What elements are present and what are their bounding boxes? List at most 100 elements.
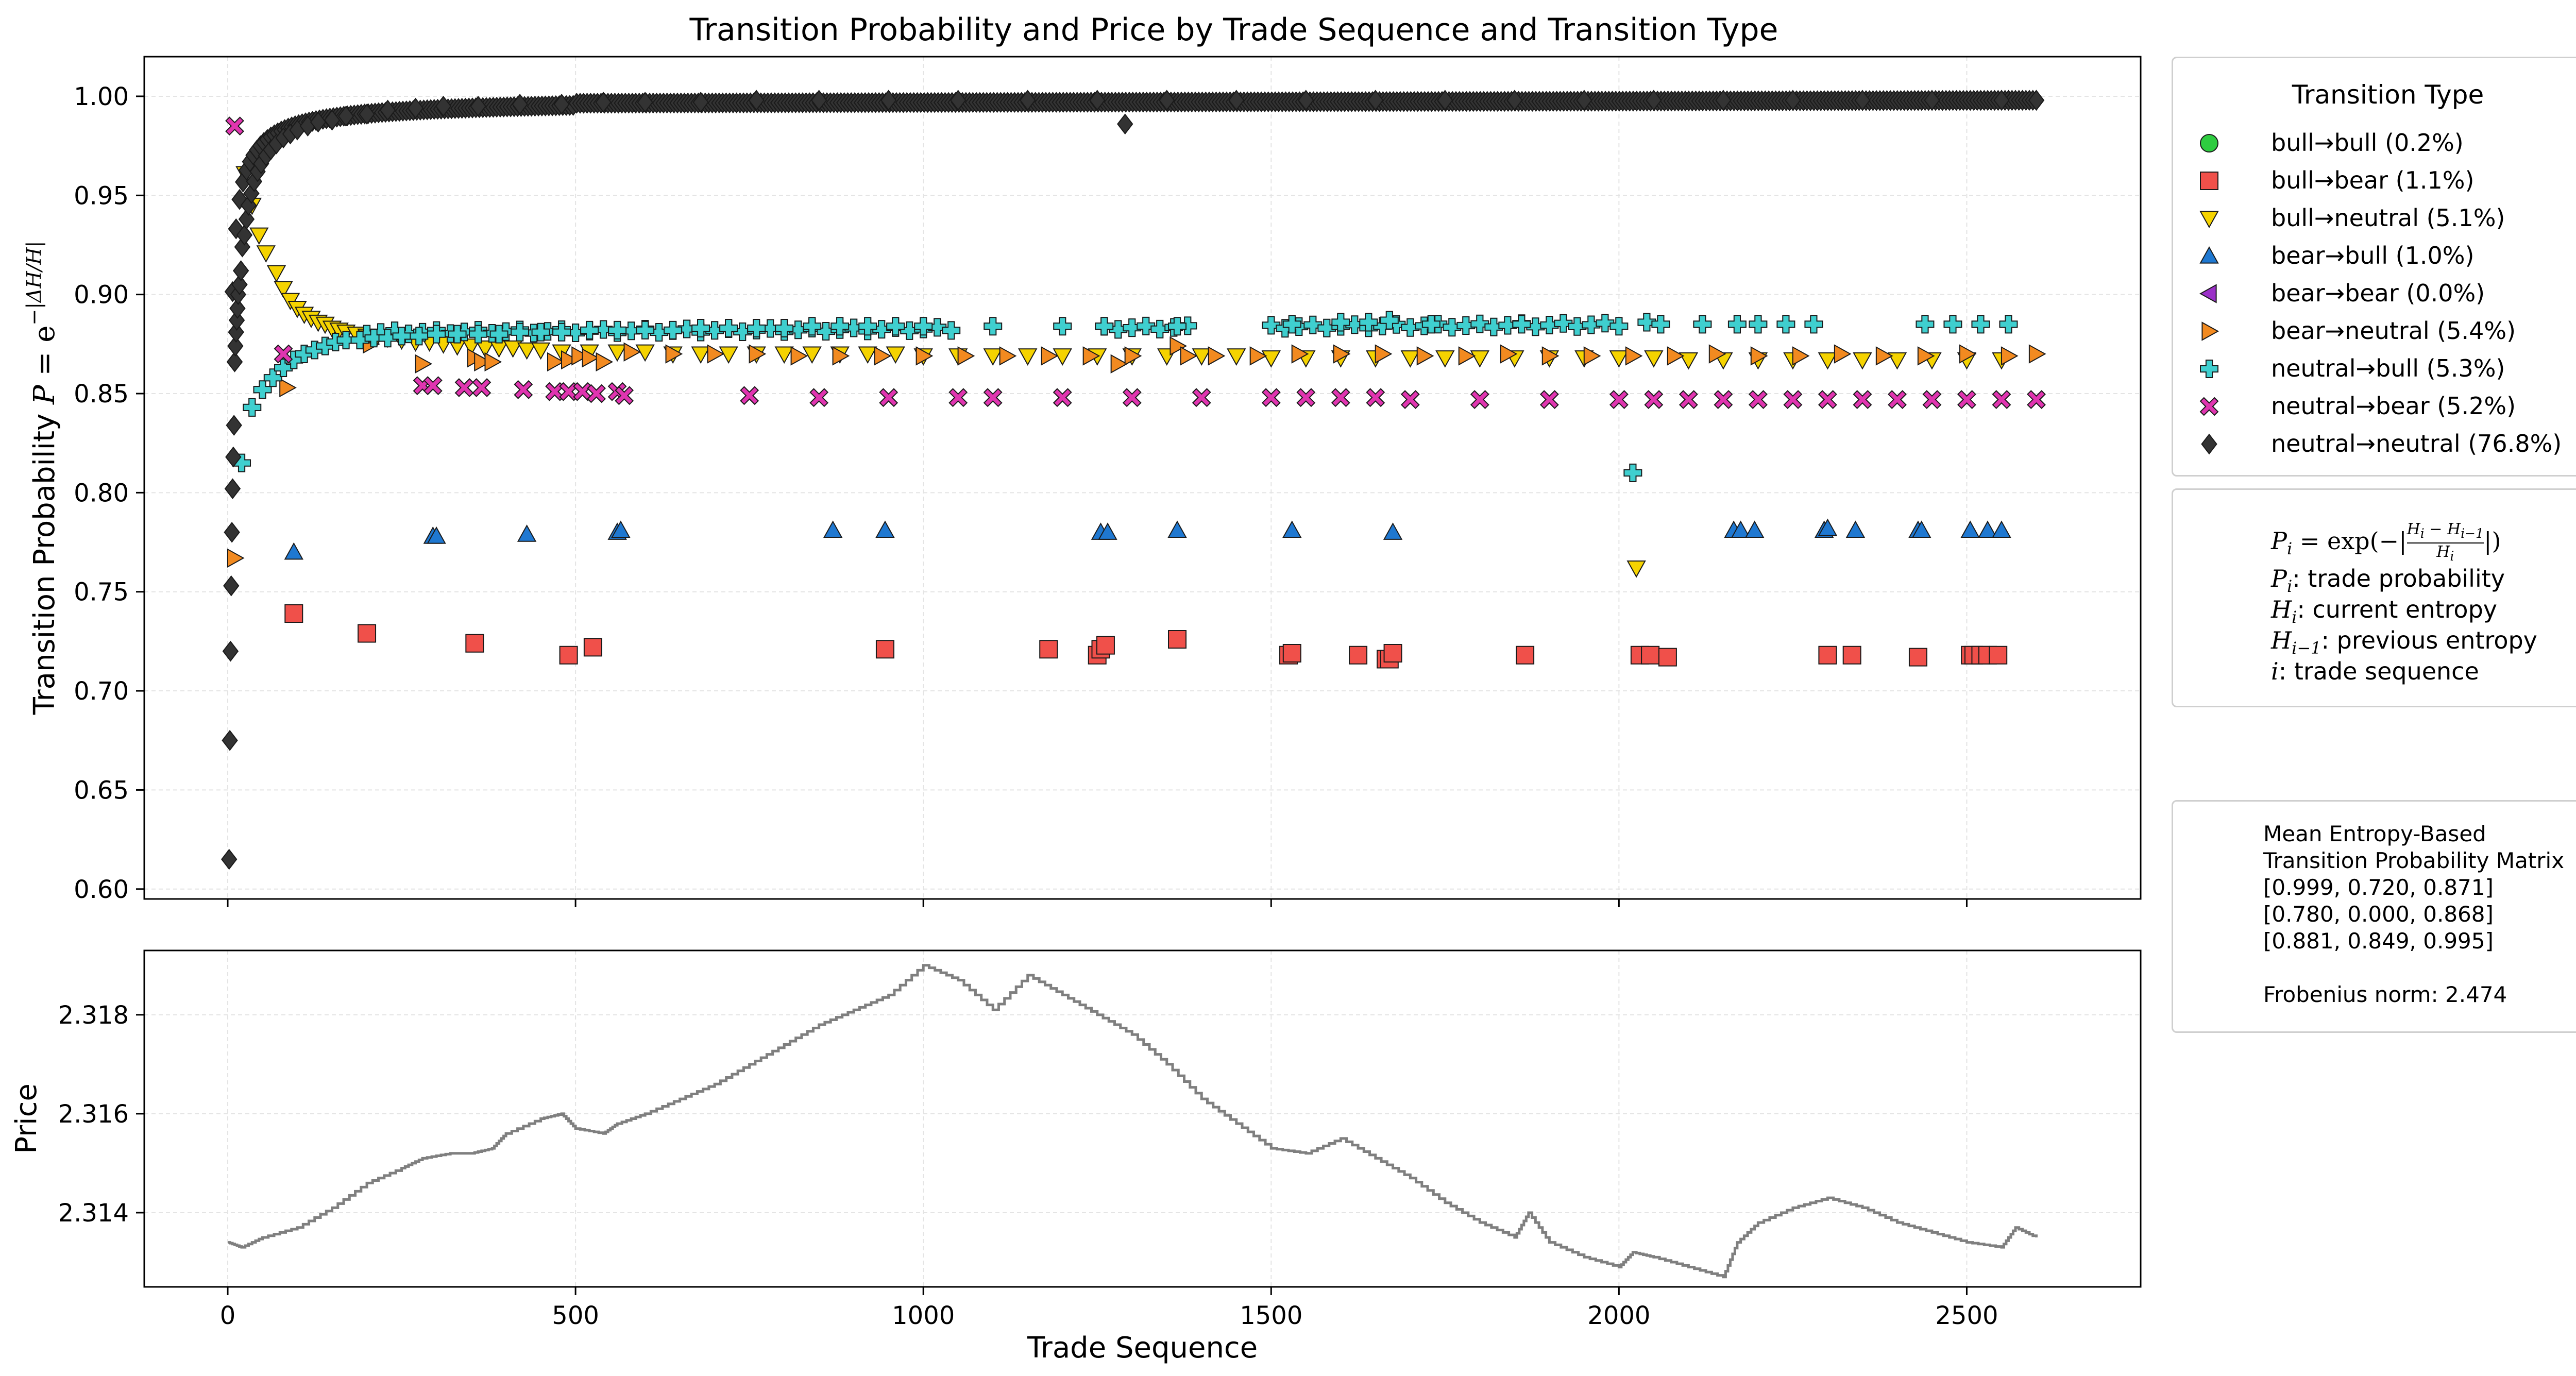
data-point — [469, 325, 488, 344]
data-point — [337, 106, 354, 127]
data-point — [983, 348, 1003, 366]
matrix-box: Mean Entropy-Based Transition Probability… — [2172, 800, 2576, 1033]
data-point — [1908, 648, 1927, 667]
data-point — [1646, 90, 1662, 111]
legend-label: neutral→bull (5.3%) — [2271, 354, 2505, 382]
data-point — [279, 378, 297, 398]
data-point — [692, 92, 709, 113]
data-point — [802, 346, 822, 364]
chart-title: Transition Probability and Price by Trad… — [689, 12, 1778, 48]
data-point — [916, 346, 934, 366]
data-point — [553, 93, 570, 115]
data-point — [2027, 390, 2046, 409]
data-point — [1842, 645, 1861, 665]
data-point — [1122, 388, 1142, 407]
data-point — [223, 575, 240, 597]
data-point — [1400, 350, 1420, 368]
data-point — [243, 398, 262, 417]
data-point — [984, 317, 1003, 336]
data-point — [1658, 648, 1677, 667]
matrix-line: [0.881, 0.849, 0.995] — [2263, 928, 2494, 954]
data-point — [256, 245, 276, 263]
data-point — [350, 331, 369, 350]
data-point — [324, 109, 341, 131]
data-point — [775, 319, 794, 338]
data-point — [378, 329, 397, 348]
data-point — [1470, 350, 1490, 368]
price-y-axis-label: Price — [10, 1083, 43, 1154]
data-point — [875, 520, 895, 538]
data-point — [880, 90, 897, 111]
data-point — [465, 634, 484, 653]
data-point — [1922, 390, 1942, 409]
data-point — [1714, 390, 1733, 409]
data-point — [1708, 344, 1726, 364]
data-point — [224, 521, 240, 543]
data-point — [236, 224, 253, 246]
legend-marker — [2199, 211, 2219, 229]
data-point — [1168, 317, 1187, 336]
data-point — [1623, 463, 1642, 482]
data-point — [225, 116, 244, 136]
data-point — [552, 322, 571, 342]
legend-marker-icon — [2201, 321, 2219, 341]
data-point — [230, 284, 246, 305]
y-tick-label: 2.314 — [58, 1199, 129, 1228]
legend-marker-icon — [2199, 211, 2219, 229]
data-point — [484, 352, 502, 372]
data-point — [886, 346, 905, 364]
data-point — [1020, 90, 1036, 111]
data-point — [531, 342, 551, 360]
data-point — [1912, 520, 1931, 538]
data-point — [691, 319, 710, 338]
data-point — [229, 298, 246, 319]
data-point — [1331, 313, 1350, 332]
data-point — [1818, 390, 1837, 409]
series-triangle-up — [284, 518, 2011, 560]
data-point — [253, 380, 272, 399]
series-diamond — [221, 90, 2045, 870]
data-point — [858, 317, 877, 336]
data-point — [1748, 390, 1768, 409]
data-point — [1637, 313, 1656, 332]
data-point — [517, 342, 537, 360]
x-tick-label: 1000 — [892, 1301, 955, 1330]
data-point — [803, 317, 822, 336]
data-point — [359, 104, 375, 125]
price-line-plot: 2.314 2.316 2.318 0 500 1000 1500 2000 2500 Price… — [10, 949, 2142, 1365]
price-line — [228, 964, 2038, 1279]
y-tick-label: 0.85 — [74, 380, 129, 409]
data-point — [1971, 315, 1990, 334]
data-point — [1744, 520, 1765, 538]
fill-marker — [1123, 318, 1142, 337]
data-point — [1506, 90, 1523, 111]
fill-marker — [1609, 317, 1629, 336]
data-point — [1853, 352, 1872, 370]
band-marker — [231, 189, 248, 210]
data-point — [1539, 390, 1559, 409]
data-point — [263, 368, 282, 387]
fill-marker — [1150, 319, 1170, 338]
legend-marker-icon — [2200, 134, 2218, 152]
data-point — [284, 604, 303, 623]
legend-label: bear→neutral (5.4%) — [2271, 317, 2516, 345]
y-tick-label: 0.70 — [74, 677, 129, 706]
data-point — [512, 93, 528, 115]
data-point — [489, 325, 509, 344]
data-point — [410, 327, 429, 346]
data-point — [1644, 350, 1664, 368]
x-tick-label: 2000 — [1587, 1301, 1650, 1330]
y-tick-label: 0.80 — [74, 479, 129, 507]
data-point — [1366, 388, 1385, 407]
data-point — [1818, 645, 1837, 665]
data-point — [1924, 90, 1940, 111]
legend-marker — [2200, 172, 2218, 190]
formula-definition: Pi: trade probability — [2271, 565, 2505, 597]
legend-label: neutral→bear (5.2%) — [2271, 392, 2516, 420]
y-tick-label: 2.316 — [58, 1100, 129, 1129]
data-point — [1641, 645, 1660, 665]
data-point — [1096, 636, 1115, 655]
data-point — [1170, 336, 1188, 356]
data-point — [809, 388, 829, 407]
